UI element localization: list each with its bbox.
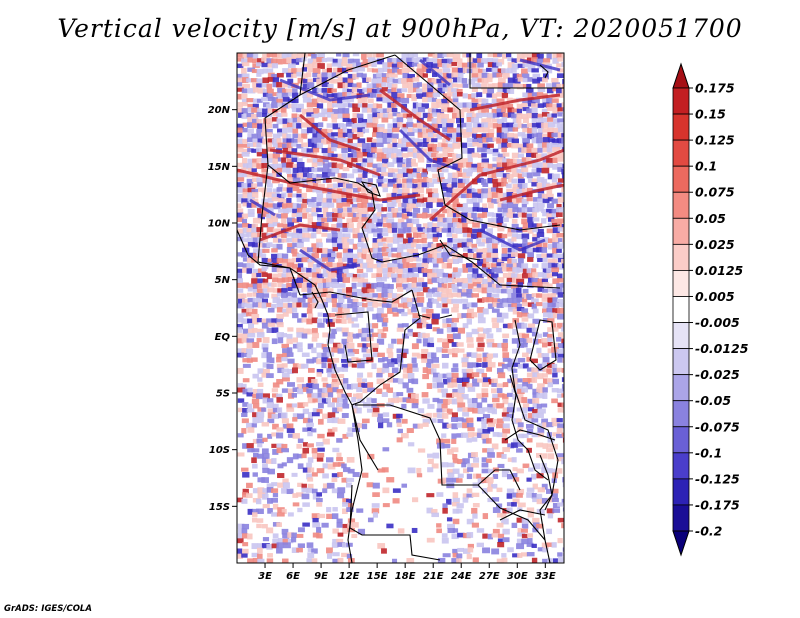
coastline <box>237 229 553 563</box>
lon-tick-label: 6E <box>286 571 300 582</box>
boundary-line <box>504 429 556 441</box>
country-boundaries <box>257 53 564 563</box>
coastline-west-africa <box>237 229 329 316</box>
lon-tick-label: 27E <box>479 571 500 582</box>
boundary-line <box>360 181 381 197</box>
colorbar-label: -0.0125 <box>695 341 749 356</box>
colorbar-label: 0.025 <box>695 237 735 252</box>
lat-tick-label: 15S <box>209 502 230 513</box>
colorbar-box <box>672 243 690 271</box>
colorbar-label: -0.005 <box>695 315 740 330</box>
map-frame <box>236 52 565 564</box>
colorbar-box <box>672 348 690 376</box>
colorbar-label: 0.125 <box>695 133 735 148</box>
lon-tick-label: 3E <box>258 571 272 582</box>
lat-tick-label: 5S <box>216 389 230 400</box>
grads-credit: GrADS: IGES/COLA <box>4 604 92 614</box>
boundary-line <box>511 319 559 541</box>
colorbar-label: 0.075 <box>695 185 735 200</box>
boundary-line <box>439 239 481 261</box>
colorbar-box <box>672 452 690 480</box>
lake-outline <box>509 374 549 481</box>
lon-tick-label: 33E <box>535 571 556 582</box>
lat-tick-label: EQ <box>215 332 231 343</box>
lon-tick-label: 9E <box>314 571 328 582</box>
colorbar-label: -0.025 <box>695 367 740 382</box>
colorbar-label: -0.075 <box>695 419 740 434</box>
colorbar-label: 0.15 <box>695 107 726 122</box>
lat-tick-label: 15N <box>208 162 231 173</box>
boundary-line <box>469 53 564 89</box>
colorbar-box <box>672 400 690 428</box>
vertical-velocity-field <box>237 53 564 563</box>
colorbar-box <box>672 426 690 454</box>
colorbar-label: 0.1 <box>695 159 717 174</box>
boundary-line <box>499 507 551 563</box>
lat-tick-label: 5N <box>215 275 231 286</box>
colorbar-box <box>672 217 690 245</box>
boundary-line <box>444 204 561 231</box>
lat-tick-label: 10N <box>208 219 231 230</box>
colorbar-box <box>672 374 690 402</box>
boundary-line <box>257 164 301 296</box>
colorbar-bottom-arrow <box>672 530 690 557</box>
colorbar-label: -0.1 <box>695 445 722 460</box>
lat-tick-label: 10S <box>209 445 230 456</box>
colorbar-box <box>672 478 690 506</box>
boundary-line <box>361 191 383 263</box>
boundary-line <box>539 64 549 79</box>
boundary-line <box>529 319 557 371</box>
lon-tick-label: 15E <box>367 571 388 582</box>
plot-title: Vertical velocity [m/s] at 900hPa, VT: 2… <box>57 14 743 43</box>
lon-tick-label: 21E <box>423 571 444 582</box>
colorbar-label: -0.05 <box>695 393 731 408</box>
colorbar-label: 0.005 <box>695 289 735 304</box>
lat-tick-label: 20N <box>208 105 231 116</box>
lake-outline <box>417 314 453 319</box>
colorbar-label: 0.05 <box>695 211 726 226</box>
colorbar-label: -0.2 <box>695 524 722 539</box>
colorbar-box <box>672 87 690 115</box>
lon-tick-label: 24E <box>451 571 472 582</box>
boundary-line <box>299 289 413 303</box>
colorbar-box <box>672 139 690 167</box>
latitude-axis: 20N 15N 10N 5N EQ 5S 10S 15S <box>208 105 237 513</box>
lake-outline <box>499 509 546 521</box>
longitude-axis: 3E 6E 9E 12E 15E 18E 21E 24E 27E 30E 33E <box>258 563 556 582</box>
boundary-line <box>334 311 373 363</box>
colorbar-box <box>672 504 690 532</box>
lake-outline <box>539 454 553 511</box>
colorbar-box <box>672 165 690 193</box>
boundary-line <box>379 289 421 386</box>
boundary-line <box>381 244 561 289</box>
colorbar-label: 0.175 <box>695 81 735 96</box>
lon-tick-label: 30E <box>507 571 528 582</box>
boundary-line <box>477 469 521 491</box>
colorbar-box <box>672 296 690 323</box>
lake-outline <box>311 291 319 309</box>
coastline-gulf <box>327 314 363 563</box>
boundary-line <box>394 54 463 206</box>
lon-tick-label: 12E <box>339 571 360 582</box>
colorbar-box <box>672 322 690 349</box>
colorbar-label: -0.175 <box>695 497 740 512</box>
lon-tick-label: 18E <box>395 571 416 582</box>
boundary-line <box>299 54 396 96</box>
colorbar-label: -0.125 <box>695 471 740 486</box>
colorbar-box <box>672 113 690 141</box>
colorbar-top-arrow <box>672 62 690 89</box>
colorbar-label: 0.0125 <box>695 263 744 278</box>
colorbar-box <box>672 270 690 297</box>
colorbar-box <box>672 191 690 219</box>
boundary-line <box>264 53 373 193</box>
